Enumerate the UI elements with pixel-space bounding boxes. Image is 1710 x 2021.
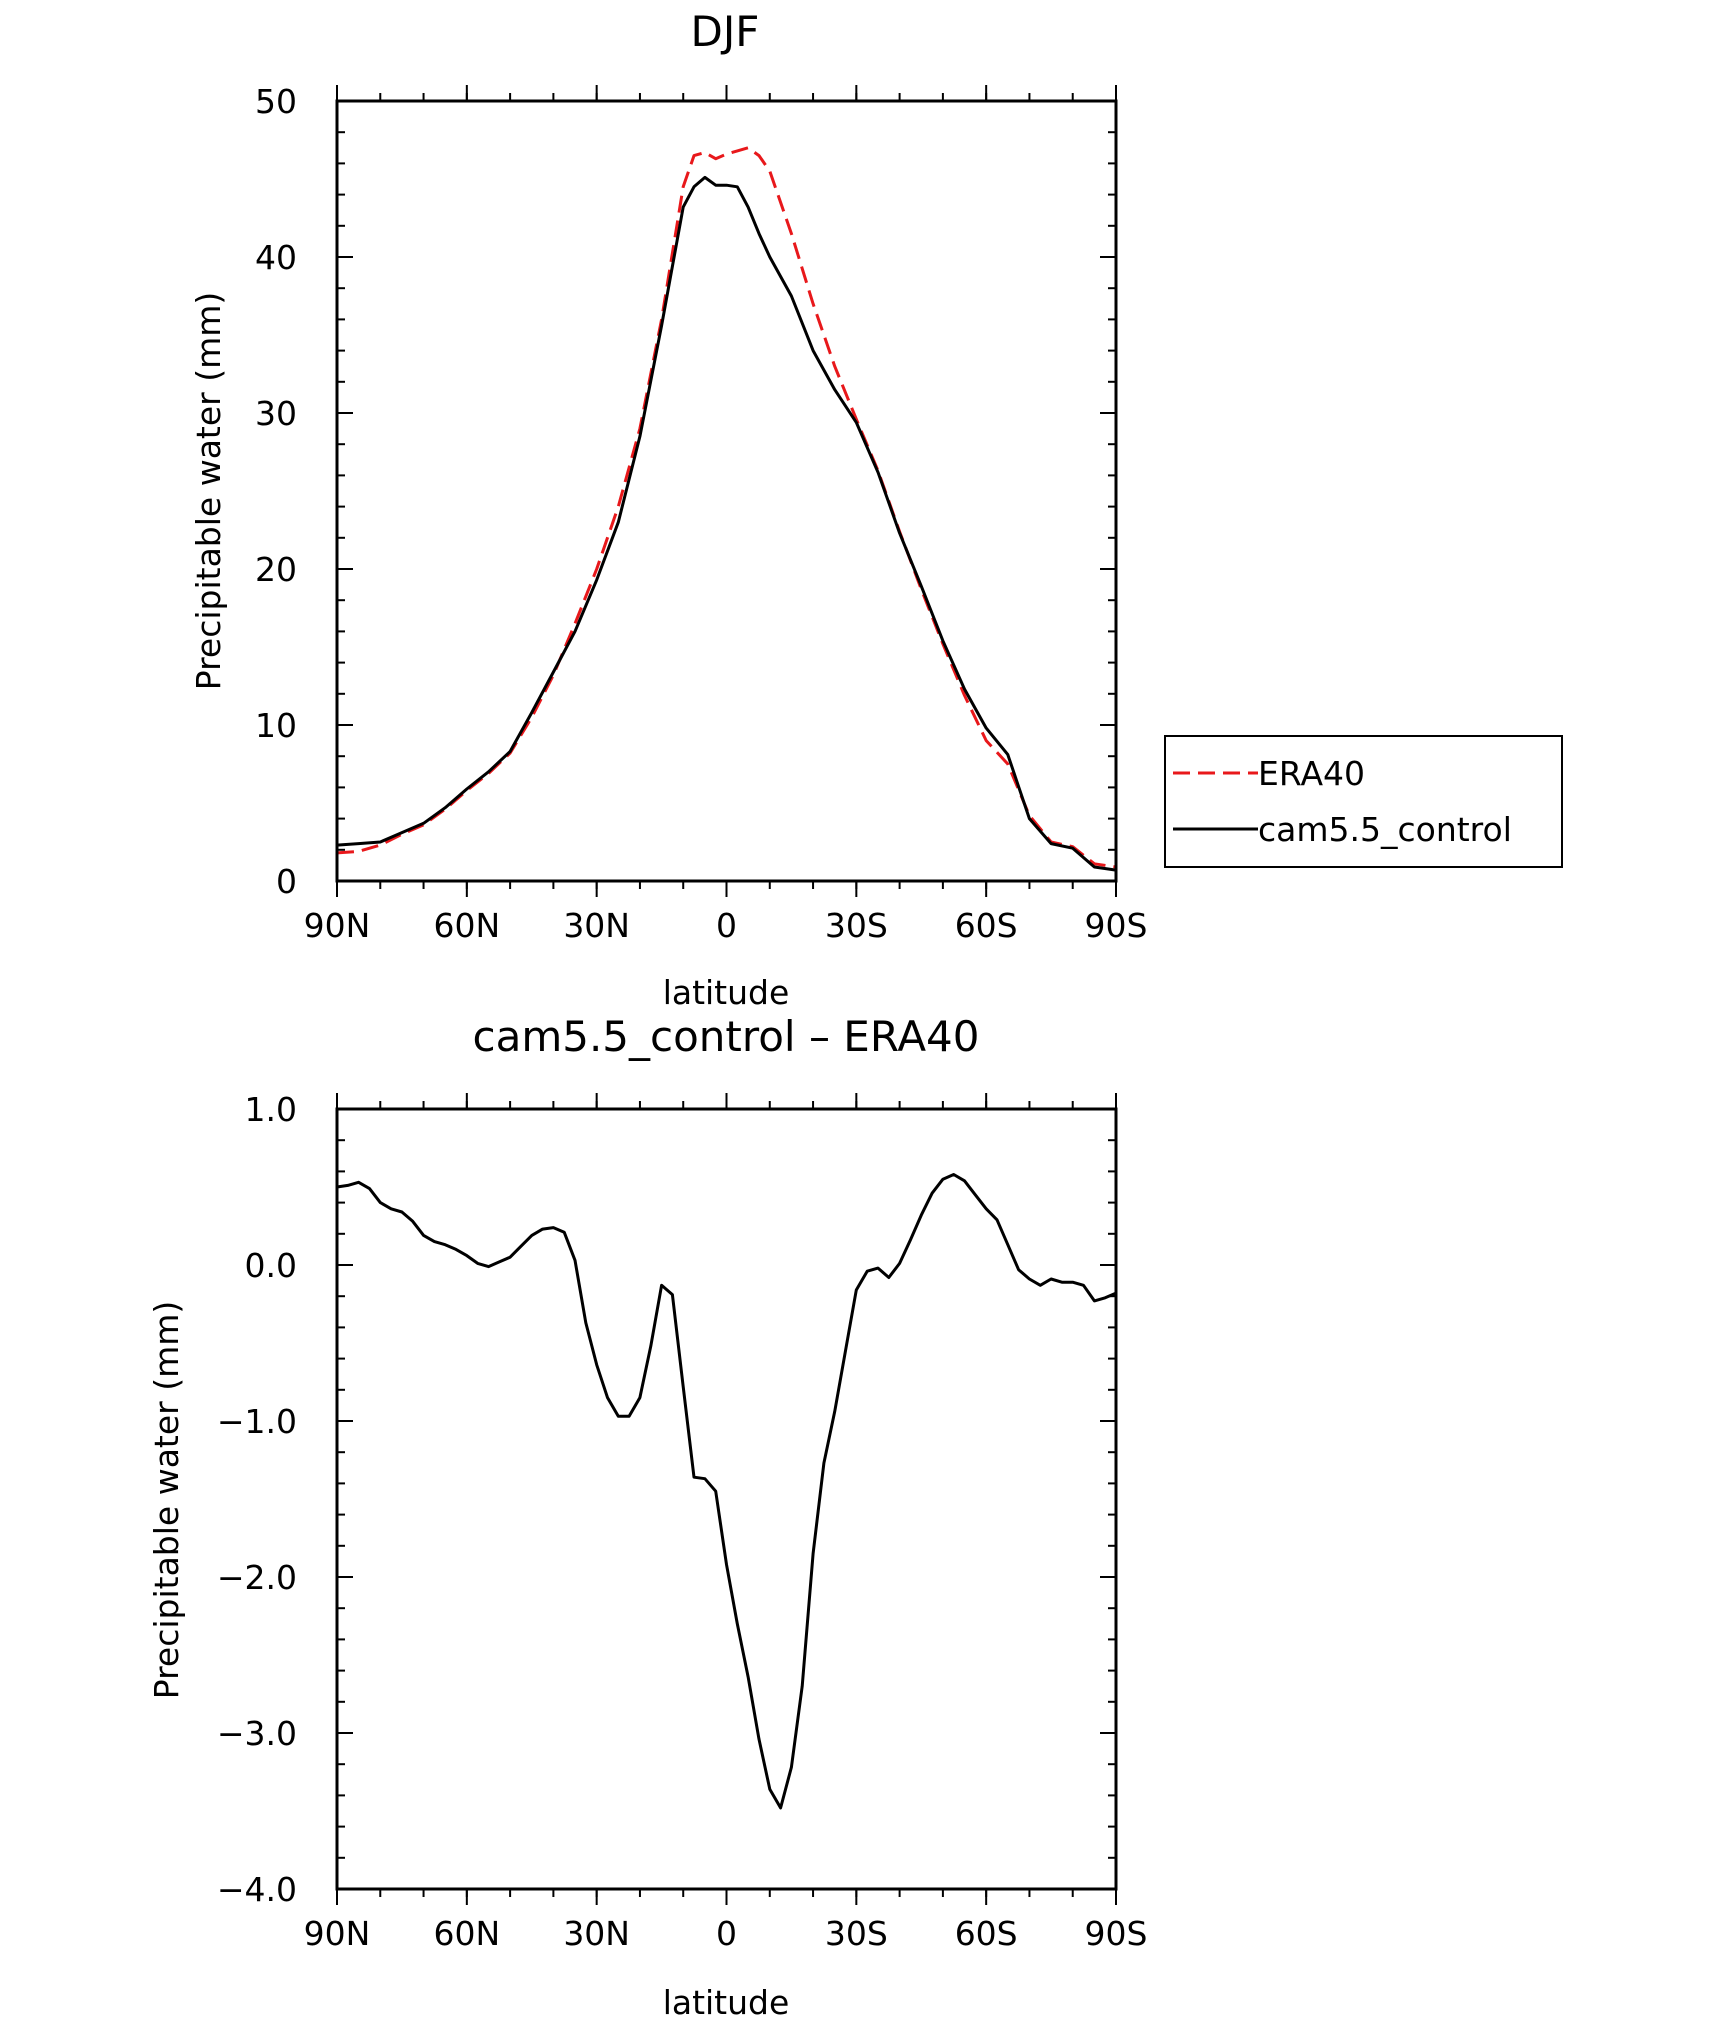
top-plot-frame	[335, 99, 1118, 883]
top-y-tick-label: 10	[255, 706, 297, 745]
bottom-y-ticks: 1.0 0.0 −1.0 −2.0 −3.0 −4.0	[217, 1090, 1116, 1909]
top-x-tick-label: 30N	[563, 906, 630, 945]
bottom-x-tick-label: 30S	[825, 1914, 888, 1953]
top-x-tick-label: 60N	[433, 906, 500, 945]
top-plot-area	[336, 146, 1117, 872]
top-y-tick-label: 20	[255, 550, 297, 589]
top-x-tick-label: 90N	[304, 906, 371, 945]
top-y-tick-label: 30	[255, 394, 297, 433]
bottom-y-axis-label: Precipitable water (mm)	[147, 1301, 186, 1700]
bottom-x-ticks: 90N 60N 30N 0 30S 60S 90S	[304, 1093, 1148, 1953]
top-series-line-cam5-5-control	[336, 175, 1117, 872]
bottom-x-tick-label: 90N	[304, 1914, 371, 1953]
bottom-y-tick-label: −4.0	[217, 1870, 297, 1909]
top-x-axis-label: latitude	[663, 973, 790, 1012]
top-y-tick-label: 0	[276, 862, 297, 901]
bottom-x-tick-label: 30N	[563, 1914, 630, 1953]
top-y-ticks: 0 10 20 30 40 50	[255, 82, 1116, 901]
bottom-y-tick-label: −3.0	[217, 1714, 297, 1753]
top-panel-djf: DJF 0 10 20 30 40 50 90N 60N 30N 0 30S 60S 90S lati…	[189, 7, 1563, 1012]
bottom-panel-difference: cam5.5_control – ERA40 1.0 0.0 −1.0 −2.0 −3.…	[147, 1012, 1147, 2021]
top-y-tick-label: 50	[255, 82, 297, 121]
top-y-tick-label: 40	[255, 238, 297, 277]
legend-box	[1164, 735, 1563, 868]
top-x-tick-label: 90S	[1085, 906, 1148, 945]
top-x-tick-label: 60S	[955, 906, 1018, 945]
top-x-ticks: 90N 60N 30N 0 30S 60S 90S	[304, 85, 1148, 945]
bottom-series-line-difference	[336, 1173, 1117, 1810]
top-legend: ERA40 cam5.5_control	[1164, 735, 1563, 868]
bottom-x-tick-label: 90S	[1085, 1914, 1148, 1953]
top-series-line-era40	[336, 146, 1117, 869]
bottom-chart-title: cam5.5_control – ERA40	[472, 1012, 979, 1061]
bottom-x-tick-label: 60N	[433, 1914, 500, 1953]
bottom-x-axis-label: latitude	[663, 1983, 790, 2021]
bottom-y-tick-label: −2.0	[217, 1558, 297, 1597]
top-x-tick-label: 30S	[825, 906, 888, 945]
bottom-x-tick-label: 60S	[955, 1914, 1018, 1953]
top-chart-title: DJF	[691, 7, 760, 56]
bottom-y-tick-label: 0.0	[245, 1246, 297, 1285]
top-y-axis-label: Precipitable water (mm)	[189, 292, 228, 691]
legend-label-era40: ERA40	[1258, 754, 1365, 793]
bottom-plot-frame	[335, 1107, 1118, 1891]
bottom-y-tick-label: 1.0	[245, 1090, 297, 1129]
bottom-plot-area	[336, 1173, 1117, 1810]
bottom-y-tick-label: −1.0	[217, 1402, 297, 1441]
top-x-tick-label: 0	[716, 906, 737, 945]
bottom-x-tick-label: 0	[716, 1914, 737, 1953]
legend-label-cam55-control: cam5.5_control	[1258, 810, 1512, 849]
